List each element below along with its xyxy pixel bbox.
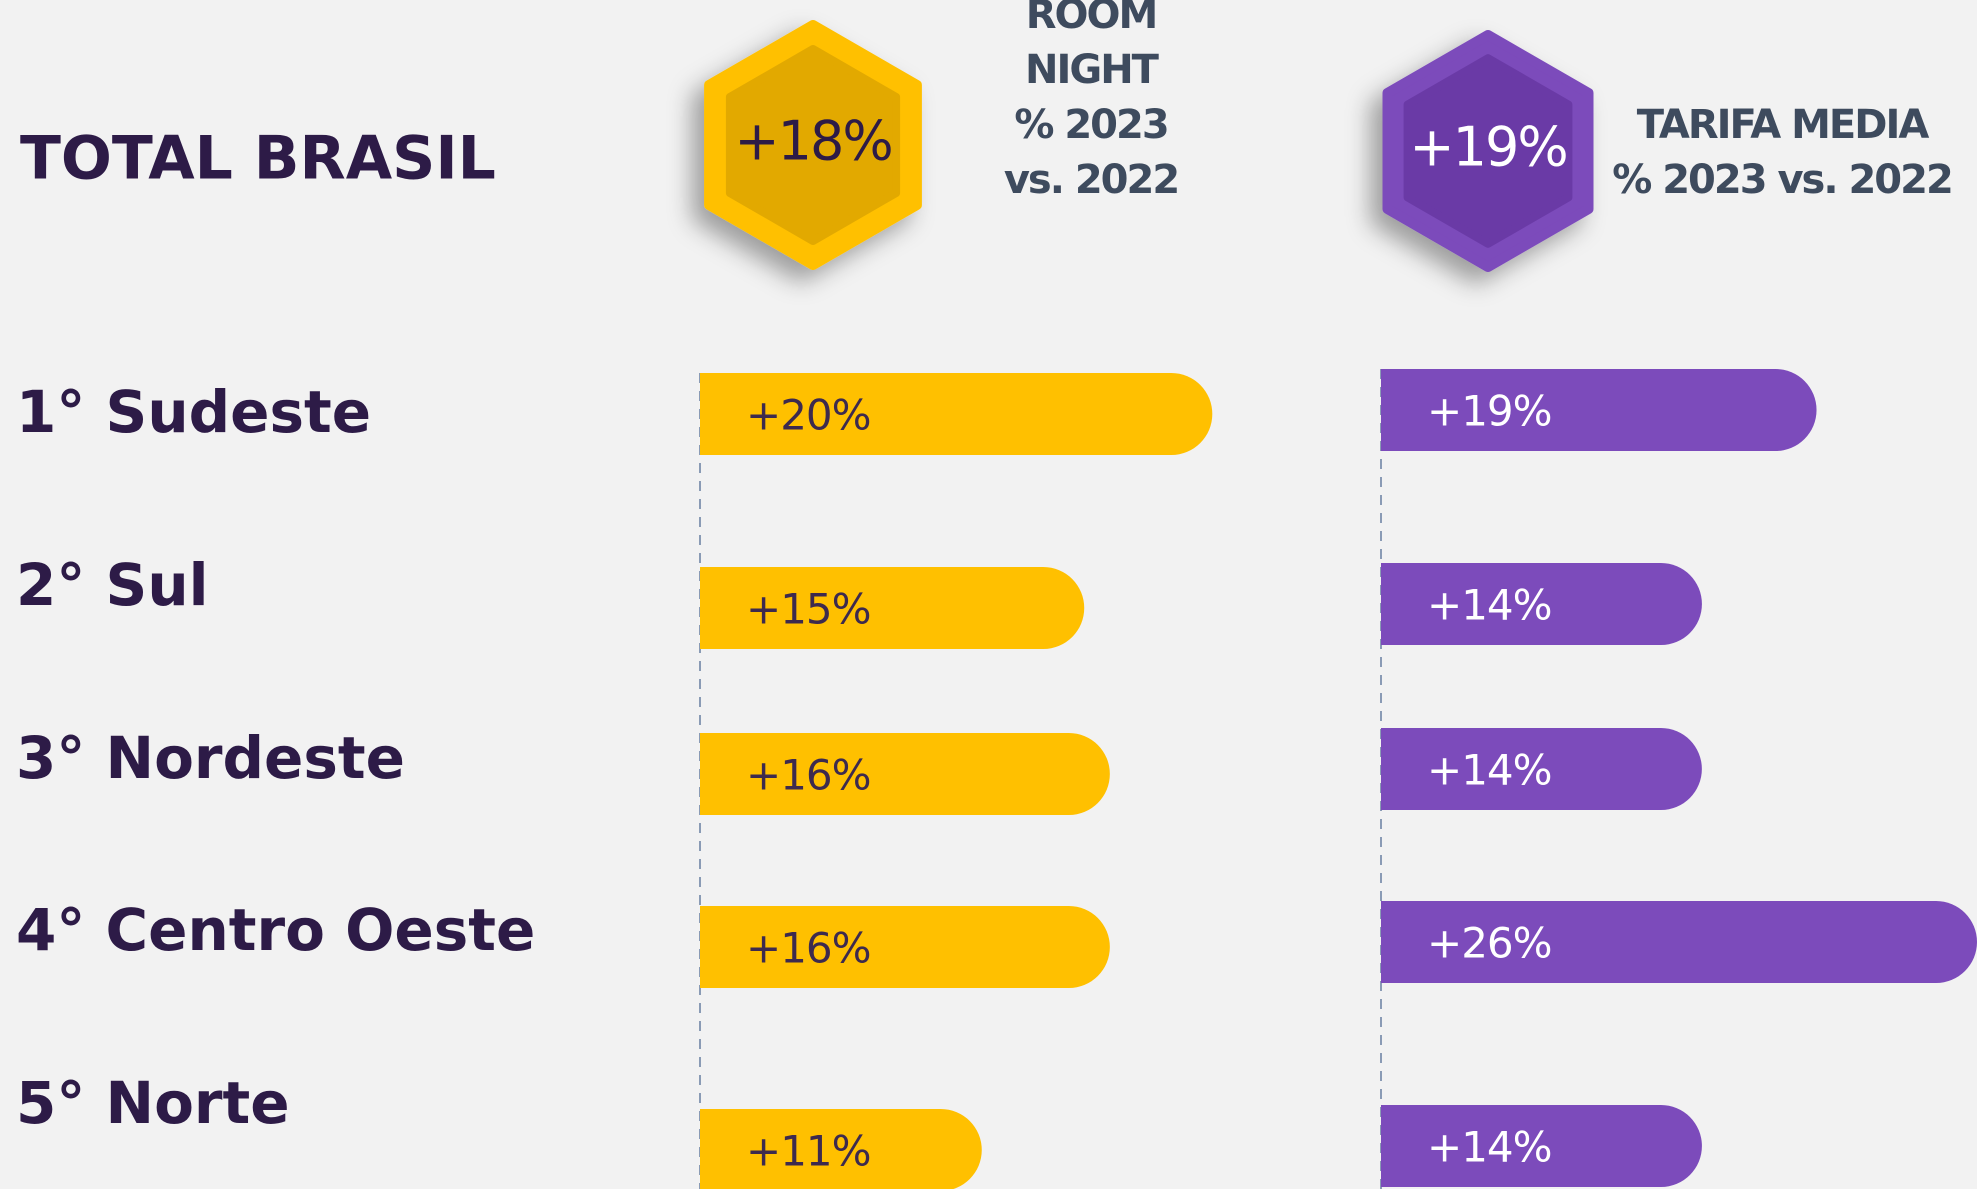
badge-inner (1403, 54, 1573, 248)
category-label: 2° Sul (16, 551, 209, 619)
series-name: TARIFA MEDIA (1636, 102, 1930, 148)
bar (1381, 901, 1977, 983)
value-label: +26% (1427, 919, 1552, 968)
bar (1381, 1105, 1702, 1187)
bar (1381, 563, 1702, 645)
series-header: TARIFA MEDIA % 2023 vs. 2022 (1602, 0, 1962, 208)
total-label: +18% (734, 110, 891, 173)
value-label: +19% (1427, 387, 1552, 436)
chart-title: TOTAL BRASIL (20, 124, 496, 194)
category-label: 5° Norte (16, 1069, 290, 1137)
total-label: +19% (1409, 116, 1566, 179)
category-label: 4° Centro Oeste (16, 896, 535, 964)
series-subtitle: % 2023 vs. 2022 (1612, 157, 1954, 203)
category-label: 1° Sudeste (16, 378, 371, 446)
bar (700, 906, 1110, 988)
value-label: +16% (746, 751, 871, 800)
badge-inner (725, 45, 901, 245)
bar (1381, 728, 1702, 810)
value-label: +14% (1427, 746, 1552, 795)
value-label: +14% (1427, 581, 1552, 630)
series-subtitle: % 2023 vs. 2022 (1003, 102, 1180, 203)
bar (1381, 369, 1817, 451)
bar (700, 567, 1085, 649)
header-block: ROOM NIGHT % 2023 vs. 2022 (941, 0, 1241, 208)
value-label: +11% (746, 1127, 871, 1176)
bar (700, 1109, 982, 1189)
value-label: +16% (746, 924, 871, 973)
bar (700, 373, 1213, 455)
value-label: +15% (746, 585, 871, 634)
bar (700, 733, 1110, 815)
series-header: ROOM NIGHT % 2023 vs. 2022 (941, 0, 1241, 208)
category-label: 3° Nordeste (16, 724, 405, 792)
header-block: TARIFA MEDIA % 2023 vs. 2022 (1602, 98, 1962, 208)
value-label: +14% (1427, 1123, 1552, 1172)
series-name: ROOM NIGHT (1025, 0, 1159, 93)
value-label: +20% (746, 391, 871, 440)
